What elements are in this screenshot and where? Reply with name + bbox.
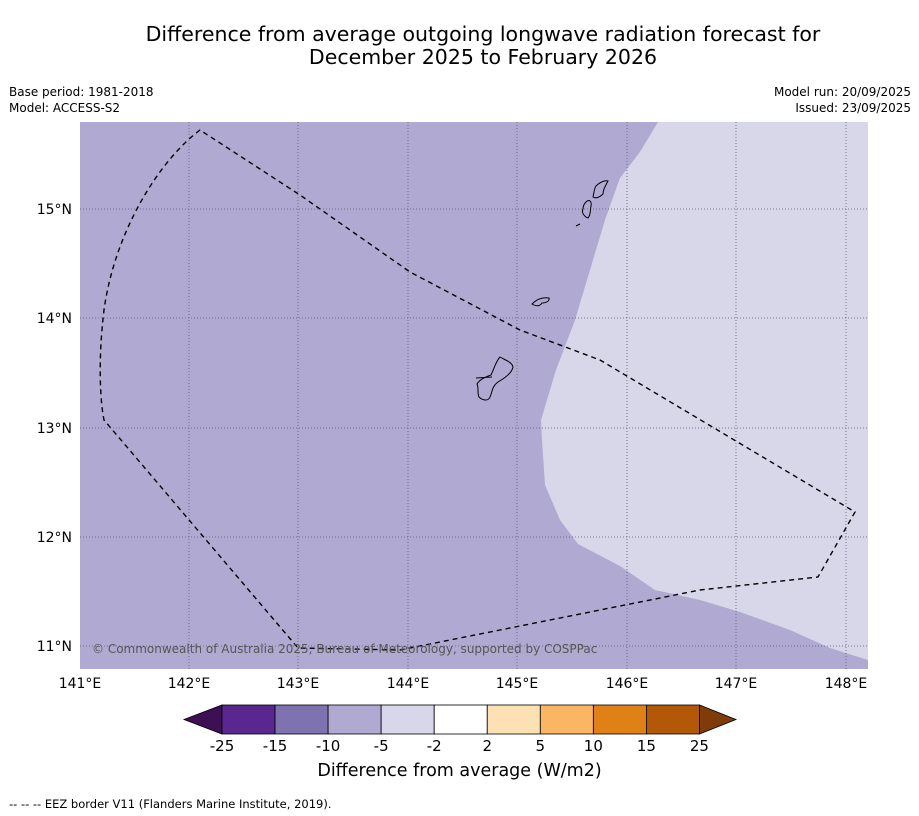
lon-axis: 141°E 142°E 143°E 144°E 145°E 146°E 147°…: [59, 676, 868, 692]
lon-label-147e: 147°E: [715, 676, 758, 692]
lon-label-146e: 146°E: [606, 676, 649, 692]
lon-label-142e: 142°E: [168, 676, 211, 692]
anomaly-region-east: [541, 122, 868, 660]
colorbar-label: Difference from average (W/m2): [317, 761, 602, 781]
lat-label-15n: 15°N: [37, 202, 72, 218]
graticule: [80, 122, 868, 669]
islands: [475, 180, 609, 401]
colorbar-segment: [433, 704, 488, 735]
lon-label-144e: 144°E: [387, 676, 430, 692]
colorbar-tick: -2: [427, 737, 442, 755]
colorbar-tick: 25: [690, 737, 709, 755]
colorbar-tick: -15: [263, 737, 288, 755]
colorbar-segment: [221, 704, 276, 735]
colorbar-segment: [592, 704, 647, 735]
colorbar-segment: [380, 704, 435, 735]
colorbar-tick: 10: [584, 737, 603, 755]
guam-island: [476, 356, 514, 401]
colorbar-segment: [327, 704, 382, 735]
meta-right: Model run: 20/09/2025 Issued: 23/09/2025: [774, 84, 911, 116]
lat-label-11n: 11°N: [37, 639, 72, 655]
base-period: Base period: 1981-2018: [9, 85, 154, 99]
title-line-1: Difference from average outgoing longwav…: [145, 22, 821, 46]
title-line-2: December 2025 to February 2026: [308, 45, 658, 69]
lon-label-148e: 148°E: [825, 676, 868, 692]
eez-border: [99, 129, 856, 651]
colorbar: -25 -15 -10 -5 -2 2 5 10 15 25: [182, 704, 738, 755]
map-area: © Commonwealth of Australia 2025, Bureau…: [80, 122, 868, 669]
colorbar-extend-min: [182, 704, 223, 735]
colorbar-tick: -5: [374, 737, 389, 755]
colorbar-tick: -25: [210, 737, 235, 755]
tinian-island: [582, 200, 592, 219]
colorbar-segment: [486, 704, 541, 735]
saipan-island: [592, 180, 609, 199]
lon-label-143e: 143°E: [277, 676, 320, 692]
colorbar-tick: 15: [637, 737, 656, 755]
lon-label-141e: 141°E: [59, 676, 102, 692]
lat-axis: 15°N 14°N 13°N 12°N 11°N: [37, 202, 72, 655]
colorbar-segment: [274, 704, 329, 735]
meta-left: Base period: 1981-2018 Model: ACCESS-S2: [9, 84, 154, 116]
colorbar-segment: [539, 704, 594, 735]
footer-note: -- -- -- EEZ border V11 (Flanders Marine…: [9, 797, 332, 811]
copyright-text: © Commonwealth of Australia 2025, Bureau…: [92, 642, 597, 656]
issued-date: Issued: 23/09/2025: [795, 101, 911, 115]
lon-label-145e: 145°E: [496, 676, 539, 692]
chart-title: Difference from average outgoing longwav…: [60, 23, 906, 69]
colorbar-tick: 2: [482, 737, 492, 755]
guam-peninsula: [475, 376, 493, 379]
model-name: Model: ACCESS-S2: [9, 101, 121, 115]
colorbar-tick: -10: [316, 737, 341, 755]
colorbar-tick: 5: [536, 737, 546, 755]
rota-island: [531, 297, 550, 307]
lat-label-13n: 13°N: [37, 421, 72, 437]
colorbar-extend-max: [699, 704, 738, 735]
aguijan-island: [575, 223, 581, 227]
lat-label-12n: 12°N: [37, 530, 72, 546]
colorbar-segment: [646, 704, 700, 735]
model-run: Model run: 20/09/2025: [773, 85, 911, 99]
lat-label-14n: 14°N: [37, 311, 72, 327]
